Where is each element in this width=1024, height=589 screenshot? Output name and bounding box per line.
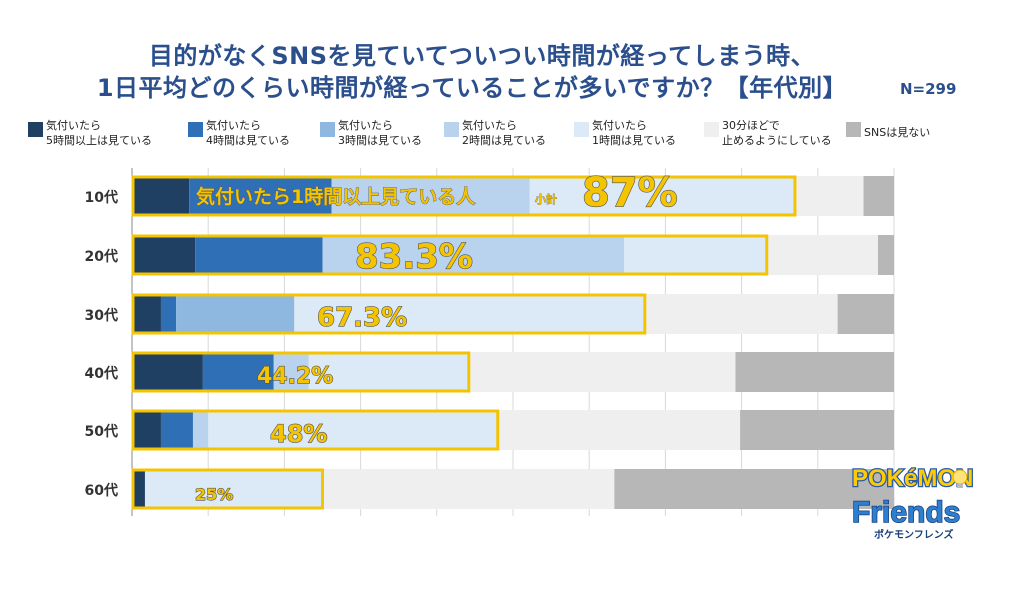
subtotal-value-label: 25%: [195, 485, 233, 504]
category-label: 40代: [85, 365, 118, 382]
legend-swatch: [320, 122, 335, 137]
subtotal-highlight-box: [131, 175, 797, 217]
legend-label: 気付いたら: [206, 119, 261, 132]
bar-segment: [132, 176, 190, 216]
bar-segment: [644, 294, 838, 334]
subtotal-annotation: 気付いたら1時間以上見ている人: [196, 185, 476, 208]
legend-label: 1時間は見ている: [592, 134, 676, 147]
category-label: 20代: [85, 248, 118, 265]
subtotal-value-label: 48%: [270, 420, 327, 448]
bar-segment: [132, 352, 203, 392]
legend-label: 気付いたら: [338, 119, 393, 132]
legend-swatch: [574, 122, 589, 137]
subtotal-highlight-box: [131, 351, 471, 393]
bar-segment: [189, 176, 332, 216]
bar-segment: [322, 235, 625, 275]
bar-segment: [160, 294, 177, 334]
bar-segment: [624, 235, 767, 275]
legend-swatch: [846, 122, 861, 137]
bar-segment: [202, 352, 274, 392]
bar-segment: [766, 235, 878, 275]
legend-label: 5時間以上は見ている: [46, 134, 152, 147]
legend-label: 30分ほどで: [722, 119, 780, 132]
subtotal-value-label: 44.2%: [257, 364, 333, 389]
chart-title-line2: 1日平均どのくらい時間が経っていることが多いですか？【年代別】: [96, 74, 848, 102]
sample-size-label: N=299: [900, 80, 957, 98]
legend-label: 4時間は見ている: [206, 134, 290, 147]
legend-label: 3時間は見ている: [338, 134, 422, 147]
subtotal-value-label: 87%: [582, 170, 678, 216]
bar-segment: [132, 469, 145, 509]
bar-segment: [132, 235, 196, 275]
bar-segment: [322, 469, 615, 509]
bar-segment: [614, 469, 894, 509]
bar-segment: [331, 176, 530, 216]
bar-segment: [468, 352, 736, 392]
chart-title-line1: 目的がなくSNSを見ていてついつい時間が経ってしまう時、: [148, 42, 816, 70]
bar-segment: [837, 294, 894, 334]
subtotal-small-label: 小計: [534, 192, 557, 206]
legend-label: 止めるようにしている: [722, 134, 832, 147]
bar-segment: [132, 410, 161, 450]
bar-segment: [497, 410, 741, 450]
legend-swatch: [704, 122, 719, 137]
bar-segment: [294, 294, 645, 334]
svg-text:ポケモンフレンズ: ポケモンフレンズ: [874, 528, 954, 541]
legend: 気付いたら 5時間以上は見ている 気付いたら 4時間は見ている 気付いたら 3時間は見…: [28, 118, 1008, 154]
legend-swatch: [28, 122, 43, 137]
legend-label: 気付いたら: [46, 119, 101, 132]
bar-segment: [192, 410, 209, 450]
bar-segment: [863, 176, 894, 216]
bar-segment: [132, 294, 161, 334]
category-label: 30代: [85, 307, 118, 324]
bar-segment: [794, 176, 864, 216]
legend-swatch: [188, 122, 203, 137]
legend-label: 気付いたら: [592, 119, 647, 132]
bar-segment: [273, 352, 309, 392]
category-label: 60代: [85, 482, 118, 499]
legend-label: SNSは見ない: [864, 126, 931, 139]
pokemon-friends-logo: POKéMON Friends ポケモンフレンズ: [851, 464, 975, 541]
bar-segment: [144, 469, 323, 509]
subtotal-highlight-box: [131, 293, 647, 335]
subtotal-highlight-box: [131, 409, 500, 451]
subtotal-highlight-box: [131, 234, 769, 276]
bar-segment: [176, 294, 295, 334]
legend-swatch: [444, 122, 459, 137]
bar-segment: [208, 410, 498, 450]
svg-text:Friends: Friends: [852, 496, 960, 529]
bar-segment: [740, 410, 894, 450]
bar-segment: [735, 352, 894, 392]
bar-segment: [160, 410, 193, 450]
bar-segment: [308, 352, 469, 392]
legend-label: 2時間は見ている: [462, 134, 546, 147]
category-label: 10代: [85, 189, 118, 206]
category-label: 50代: [85, 423, 118, 440]
subtotal-value-label: 67.3%: [317, 303, 407, 333]
bar-segment: [529, 176, 795, 216]
bar-segment: [195, 235, 323, 275]
legend-label: 気付いたら: [462, 119, 517, 132]
subtotal-highlight-box: [131, 468, 324, 510]
bar-segment: [877, 235, 894, 275]
subtotal-value-label: 83.3%: [355, 237, 473, 277]
